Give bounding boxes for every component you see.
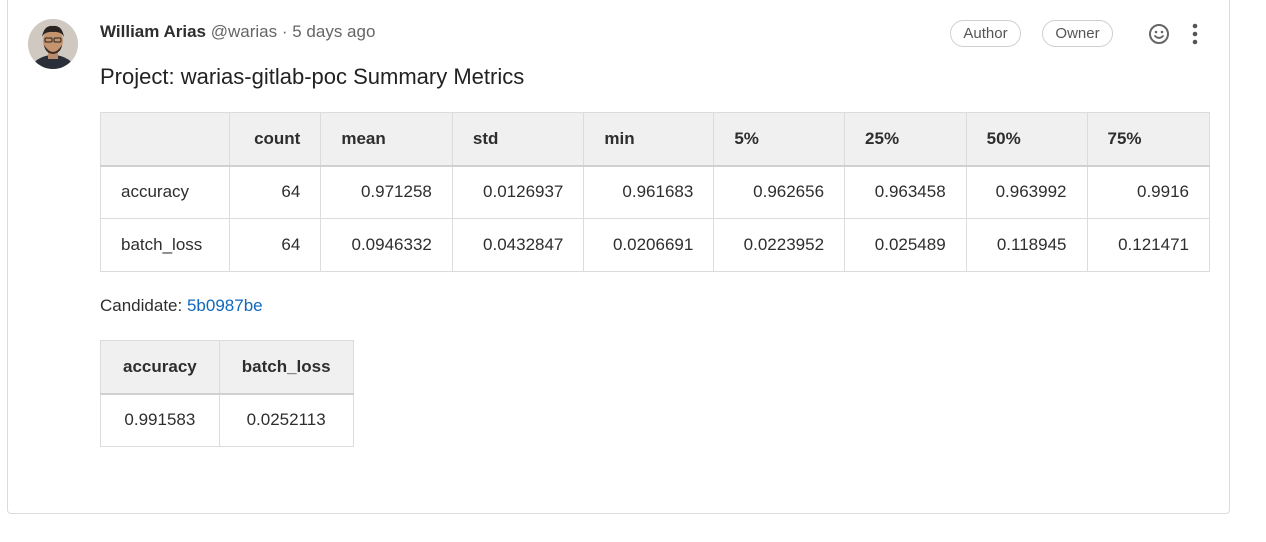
avatar[interactable] [28,19,78,69]
table-cell: 0.0126937 [451,165,585,219]
summary-metrics-table: count mean std min 5% 25% 50% 75% accura… [100,112,1210,272]
table-cell: 0.962656 [713,165,846,219]
author-name[interactable]: William Arias [100,22,206,41]
metrics-table-container: count mean std min 5% 25% 50% 75% accura… [100,112,1210,272]
table-header-row: accuracy batch_loss [100,340,354,395]
column-header: 5% [713,112,846,167]
author-handle[interactable]: @warias [210,22,278,41]
table-header-row: count mean std min 5% 25% 50% 75% [100,112,1210,167]
table-cell: 0.961683 [583,165,715,219]
table-cell: 0.963992 [965,165,1088,219]
column-header: 50% [965,112,1088,167]
candidate-commit-link[interactable]: 5b0987be [186,296,263,315]
header-separator: · [281,22,288,41]
table-cell: 64 [229,165,322,219]
table-cell: 0.991583 [100,393,220,447]
table-row: 0.991583 0.0252113 [100,393,354,447]
table-cell: batch_loss [100,218,231,272]
column-header: accuracy [100,340,220,395]
column-header [100,112,231,167]
comment-timestamp[interactable]: 5 days ago [292,22,376,41]
comment-title: Project: warias-gitlab-poc Summary Metri… [100,64,525,89]
candidate-label: Candidate: [100,296,183,315]
column-header: std [451,112,585,167]
table-cell: 0.0946332 [320,218,453,272]
column-header: 75% [1086,112,1210,167]
table-cell: 0.0223952 [713,218,846,272]
author-badge: Author [950,20,1021,47]
table-row: accuracy 64 0.971258 0.0126937 0.961683 … [100,165,1210,219]
table-cell: 0.963458 [844,165,967,219]
column-header: batch_loss [218,340,354,395]
owner-badge: Owner [1042,20,1113,47]
table-cell: 0.0432847 [451,218,585,272]
table-row: batch_loss 64 0.0946332 0.0432847 0.0206… [100,218,1210,272]
table-cell: 0.121471 [1086,218,1210,272]
table-cell: 0.025489 [844,218,967,272]
column-header: min [583,112,715,167]
column-header: count [229,112,322,167]
table-cell: 0.0252113 [218,393,354,447]
smiley-icon[interactable] [1147,22,1171,46]
table-cell: 0.118945 [965,218,1088,272]
kebab-menu-icon[interactable] [1183,22,1207,46]
table-cell: 0.0206691 [583,218,715,272]
column-header: mean [320,112,453,167]
candidate-line: Candidate: 5b0987be [100,296,263,316]
avatar-image [28,19,78,69]
table-cell: 0.971258 [320,165,453,219]
candidate-metrics-table: accuracy batch_loss 0.991583 0.0252113 [100,340,354,447]
table-cell: 0.9916 [1086,165,1210,219]
table-cell: accuracy [100,165,231,219]
table-cell: 64 [229,218,322,272]
comment-header: William Arias @warias · 5 days ago [100,22,375,42]
column-header: 25% [844,112,967,167]
